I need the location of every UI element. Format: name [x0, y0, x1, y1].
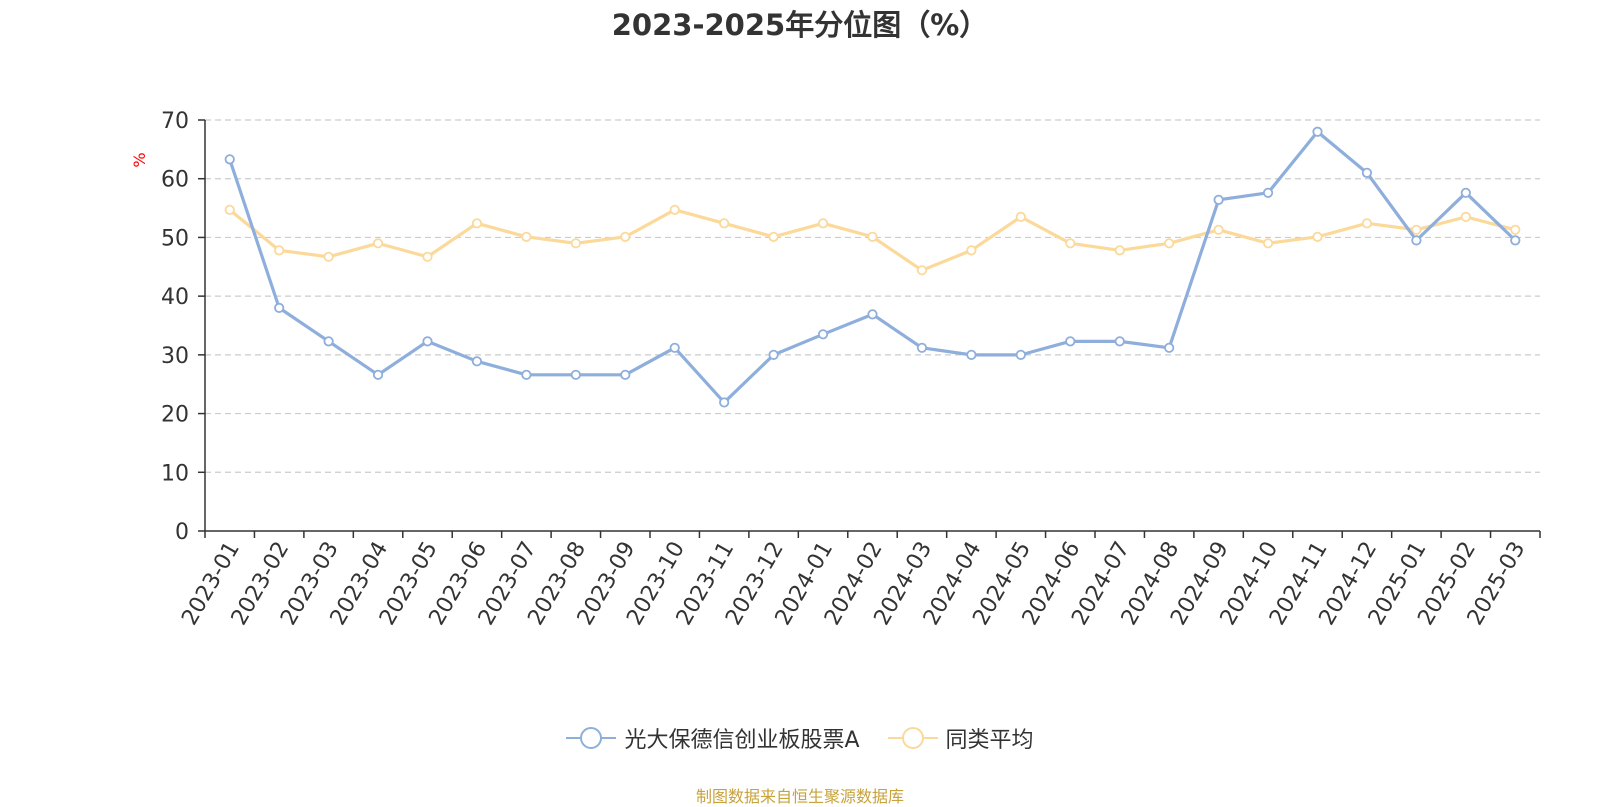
- chart-title: 2023-2025年分位图（%）: [611, 8, 989, 42]
- source-note: 制图数据来自恒生聚源数据库: [695, 787, 904, 806]
- data-point[interactable]: [521, 369, 532, 380]
- data-point[interactable]: [817, 218, 829, 229]
- data-point[interactable]: [916, 342, 928, 353]
- data-point[interactable]: [372, 238, 384, 249]
- data-point[interactable]: [620, 231, 631, 242]
- data-point[interactable]: [1164, 238, 1175, 249]
- data-point[interactable]: [768, 349, 779, 360]
- legend-label: 光大保德信创业板股票A: [624, 728, 860, 753]
- data-point[interactable]: [1312, 126, 1323, 137]
- legend: 光大保德信创业板股票A 同类平均: [0, 722, 1600, 754]
- data-point[interactable]: [1015, 211, 1026, 222]
- data-point[interactable]: [323, 336, 334, 347]
- data-point[interactable]: [1460, 211, 1471, 222]
- data-point[interactable]: [372, 369, 384, 380]
- data-point[interactable]: [323, 251, 334, 262]
- y-tick-label: 30: [161, 344, 189, 369]
- data-point[interactable]: [1213, 224, 1224, 235]
- y-tick-label: 50: [161, 226, 189, 251]
- data-point[interactable]: [1114, 245, 1125, 256]
- y-axis-label: %: [130, 152, 149, 167]
- data-point[interactable]: [620, 369, 631, 380]
- y-tick-label: 60: [161, 168, 189, 193]
- data-point[interactable]: [1510, 235, 1521, 246]
- data-point[interactable]: [768, 231, 779, 242]
- data-point[interactable]: [422, 336, 433, 347]
- data-point[interactable]: [471, 218, 483, 229]
- data-point[interactable]: [1411, 224, 1422, 235]
- data-point[interactable]: [1065, 238, 1076, 249]
- data-point[interactable]: [1361, 167, 1373, 178]
- data-point[interactable]: [916, 265, 928, 276]
- data-point[interactable]: [570, 369, 581, 380]
- y-tick-label: 40: [161, 285, 189, 310]
- data-point[interactable]: [817, 329, 829, 340]
- data-point[interactable]: [867, 231, 878, 242]
- data-point[interactable]: [1065, 336, 1076, 347]
- data-point[interactable]: [719, 218, 730, 229]
- series-line: [228, 130, 1517, 405]
- data-point[interactable]: [867, 309, 878, 320]
- y-tick-label: 20: [161, 403, 189, 428]
- legend-marker-icon: [566, 727, 617, 749]
- data-point[interactable]: [422, 251, 433, 262]
- legend-item[interactable]: 光大保德信创业板股票A: [566, 722, 860, 754]
- data-point[interactable]: [471, 356, 483, 367]
- data-point[interactable]: [224, 154, 235, 165]
- data-point[interactable]: [669, 204, 680, 215]
- data-point[interactable]: [1262, 238, 1274, 249]
- data-point[interactable]: [521, 231, 532, 242]
- data-point[interactable]: [1460, 187, 1471, 198]
- data-point[interactable]: [1361, 218, 1373, 229]
- data-point[interactable]: [1164, 342, 1175, 353]
- data-point[interactable]: [1411, 235, 1422, 246]
- data-point[interactable]: [669, 342, 680, 353]
- legend-label: 同类平均: [945, 728, 1034, 753]
- data-point[interactable]: [274, 302, 285, 313]
- data-point[interactable]: [1510, 224, 1521, 235]
- data-point[interactable]: [966, 245, 977, 256]
- legend-item[interactable]: 同类平均: [887, 722, 1034, 754]
- series-lines: [224, 126, 1521, 408]
- data-point[interactable]: [1213, 194, 1224, 205]
- data-point[interactable]: [1114, 336, 1125, 347]
- y-tick-label: 0: [175, 520, 189, 545]
- data-point[interactable]: [966, 349, 977, 360]
- y-tick-label: 70: [161, 109, 189, 134]
- data-point[interactable]: [719, 397, 730, 408]
- legend-marker-icon: [887, 727, 938, 749]
- data-point[interactable]: [1262, 187, 1274, 198]
- data-point[interactable]: [1312, 231, 1323, 242]
- data-point[interactable]: [1015, 349, 1026, 360]
- y-tick-label: 10: [161, 461, 189, 486]
- grid-lines: [205, 119, 1540, 473]
- data-point[interactable]: [274, 245, 285, 256]
- data-point[interactable]: [570, 238, 581, 249]
- data-point[interactable]: [224, 204, 235, 215]
